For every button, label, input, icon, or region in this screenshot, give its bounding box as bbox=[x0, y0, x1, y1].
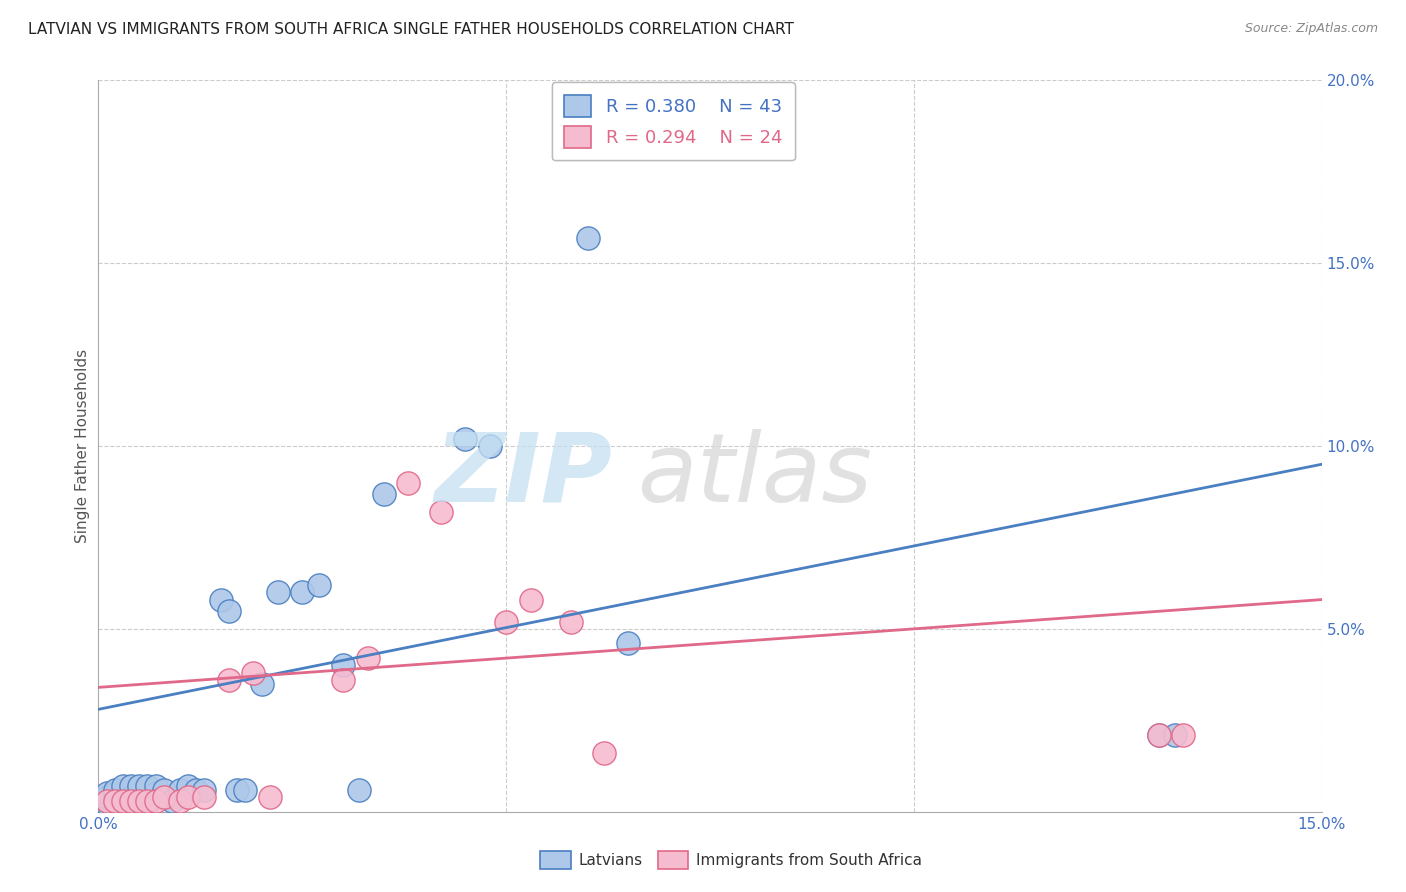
Point bbox=[356, 651, 378, 665]
Point bbox=[242, 665, 264, 680]
Point bbox=[169, 782, 191, 797]
Point bbox=[104, 794, 127, 808]
Point bbox=[1147, 728, 1170, 742]
Text: ZIP: ZIP bbox=[434, 429, 612, 522]
Point bbox=[111, 779, 134, 793]
Y-axis label: Single Father Households: Single Father Households bbox=[75, 349, 90, 543]
Point bbox=[169, 794, 191, 808]
Point bbox=[145, 794, 167, 808]
Point bbox=[120, 794, 142, 808]
Point bbox=[96, 797, 118, 812]
Point bbox=[96, 790, 118, 805]
Legend: Latvians, Immigrants from South Africa: Latvians, Immigrants from South Africa bbox=[534, 845, 928, 875]
Point bbox=[128, 794, 150, 808]
Point bbox=[396, 475, 419, 490]
Point bbox=[111, 794, 134, 808]
Point bbox=[560, 615, 582, 629]
Point bbox=[576, 230, 599, 244]
Point bbox=[226, 782, 249, 797]
Point bbox=[259, 790, 281, 805]
Point bbox=[332, 658, 354, 673]
Point bbox=[128, 779, 150, 793]
Point bbox=[1164, 728, 1187, 742]
Point bbox=[617, 636, 640, 650]
Point bbox=[104, 787, 127, 801]
Point bbox=[104, 782, 127, 797]
Point bbox=[454, 432, 477, 446]
Point bbox=[96, 794, 118, 808]
Point bbox=[478, 439, 501, 453]
Point bbox=[495, 615, 517, 629]
Point bbox=[193, 790, 215, 805]
Point bbox=[152, 790, 174, 805]
Point bbox=[96, 787, 118, 801]
Text: atlas: atlas bbox=[637, 429, 872, 522]
Point bbox=[373, 486, 395, 500]
Point bbox=[593, 746, 616, 760]
Point bbox=[177, 790, 200, 805]
Point bbox=[145, 787, 167, 801]
Point bbox=[120, 779, 142, 793]
Point bbox=[104, 794, 127, 808]
Point bbox=[332, 673, 354, 687]
Point bbox=[111, 797, 134, 812]
Point bbox=[104, 797, 127, 812]
Point bbox=[136, 797, 159, 812]
Point bbox=[308, 578, 330, 592]
Text: Source: ZipAtlas.com: Source: ZipAtlas.com bbox=[1244, 22, 1378, 36]
Point bbox=[218, 673, 240, 687]
Point bbox=[136, 779, 159, 793]
Point bbox=[267, 585, 290, 599]
Point bbox=[430, 505, 453, 519]
Point bbox=[218, 603, 240, 617]
Text: LATVIAN VS IMMIGRANTS FROM SOUTH AFRICA SINGLE FATHER HOUSEHOLDS CORRELATION CHA: LATVIAN VS IMMIGRANTS FROM SOUTH AFRICA … bbox=[28, 22, 794, 37]
Point bbox=[193, 782, 215, 797]
Point bbox=[96, 797, 118, 812]
Point bbox=[177, 779, 200, 793]
Point bbox=[1147, 728, 1170, 742]
Point bbox=[152, 782, 174, 797]
Point bbox=[186, 782, 208, 797]
Point bbox=[111, 794, 134, 808]
Point bbox=[96, 794, 118, 808]
Point bbox=[120, 790, 142, 805]
Point bbox=[128, 794, 150, 808]
Point bbox=[209, 592, 232, 607]
Point bbox=[233, 782, 256, 797]
Point bbox=[1171, 728, 1194, 742]
Point bbox=[519, 592, 541, 607]
Point bbox=[349, 782, 371, 797]
Legend: R = 0.380    N = 43, R = 0.294    N = 24: R = 0.380 N = 43, R = 0.294 N = 24 bbox=[551, 82, 794, 161]
Point bbox=[250, 676, 273, 690]
Point bbox=[291, 585, 314, 599]
Point bbox=[160, 794, 183, 808]
Point bbox=[136, 794, 159, 808]
Point bbox=[145, 779, 167, 793]
